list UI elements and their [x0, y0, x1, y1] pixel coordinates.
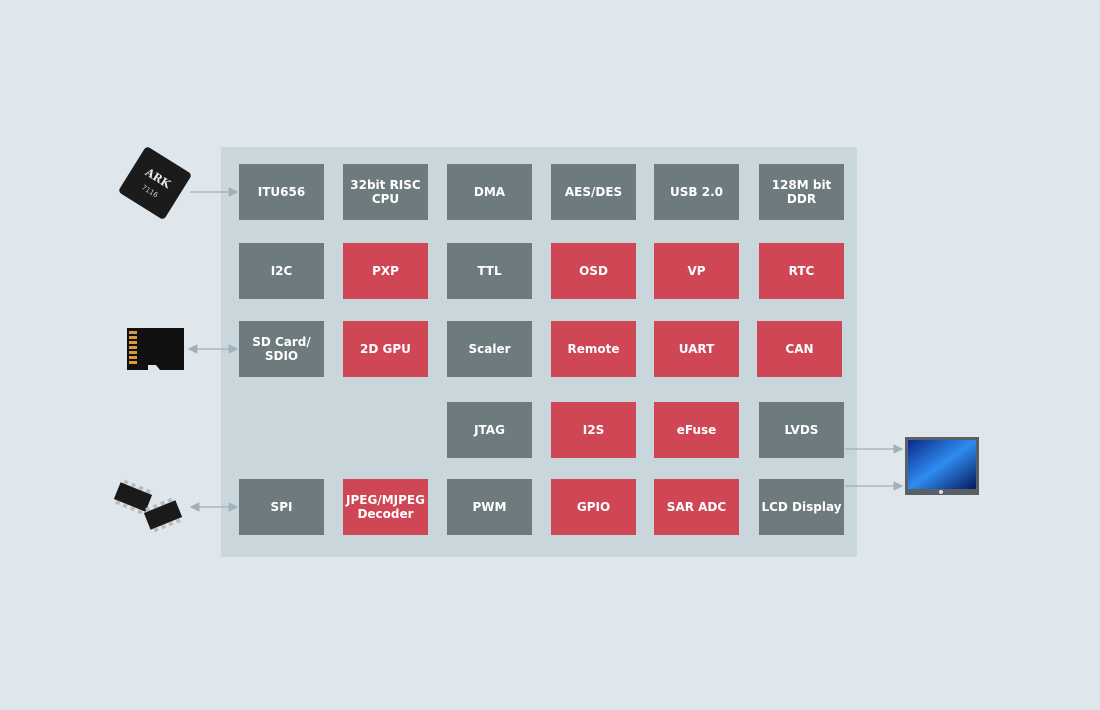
chip-icon: ARK 7116	[119, 147, 191, 219]
soc-panel	[221, 147, 857, 557]
block-i2c: I2C	[239, 243, 324, 299]
block-itu656: ITU656	[239, 164, 324, 220]
block-vp: VP	[654, 243, 739, 299]
block-i2s: I2S	[551, 402, 636, 458]
block-aes-des: AES/DES	[551, 164, 636, 220]
block-lcd-display: LCD Display	[759, 479, 844, 535]
block-128m-bit-ddr: 128M bit DDR	[759, 164, 844, 220]
block-spi: SPI	[239, 479, 324, 535]
sd-card-icon	[127, 328, 184, 370]
block-efuse: eFuse	[654, 402, 739, 458]
block-pxp: PXP	[343, 243, 428, 299]
block-sar-adc: SAR ADC	[654, 479, 739, 535]
block-gpio: GPIO	[551, 479, 636, 535]
block-lvds: LVDS	[759, 402, 844, 458]
block-32bit-risc-cpu: 32bit RISC CPU	[343, 164, 428, 220]
block-pwm: PWM	[447, 479, 532, 535]
block-uart: UART	[654, 321, 739, 377]
block-can: CAN	[757, 321, 842, 377]
block-osd: OSD	[551, 243, 636, 299]
block-remote: Remote	[551, 321, 636, 377]
block-rtc: RTC	[759, 243, 844, 299]
block-ttl: TTL	[447, 243, 532, 299]
block-dma: DMA	[447, 164, 532, 220]
block-2d-gpu: 2D GPU	[343, 321, 428, 377]
monitor-icon	[905, 437, 979, 495]
block-scaler: Scaler	[447, 321, 532, 377]
block-usb-2-0: USB 2.0	[654, 164, 739, 220]
block-sd-card-sdio: SD Card/ SDIO	[239, 321, 324, 377]
spi-flash-icon	[113, 479, 183, 533]
block-jtag: JTAG	[447, 402, 532, 458]
block-jpeg-mjpeg-decoder: JPEG/MJPEG Decoder	[343, 479, 428, 535]
